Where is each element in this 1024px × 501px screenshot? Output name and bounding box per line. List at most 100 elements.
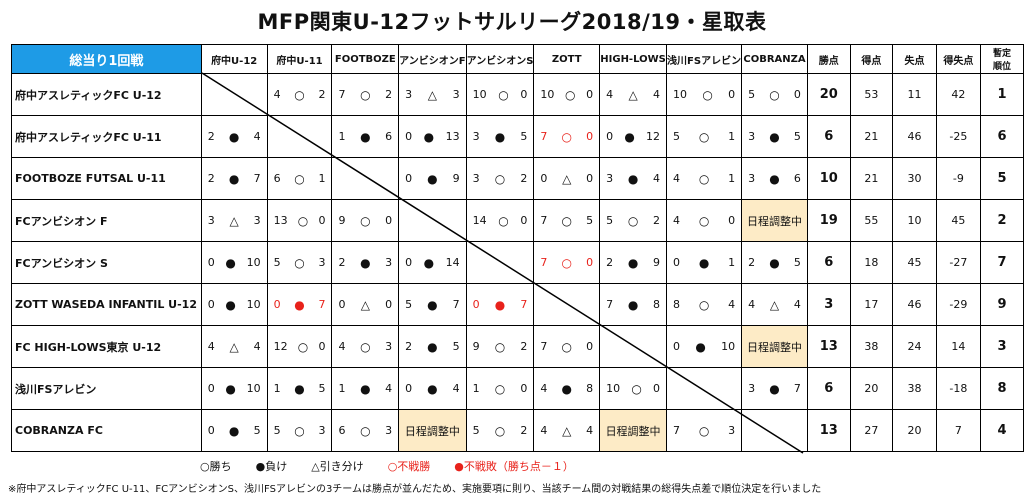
match-result-cell: 4 ○ 0 (666, 199, 743, 242)
goals-against: 0 (520, 382, 528, 395)
goals-against: 1 (728, 172, 736, 185)
goals-against: 8 (653, 298, 661, 311)
self-match-cell (533, 283, 601, 326)
match-score: 0 ● 10 (202, 298, 266, 312)
result-symbol: ● (427, 171, 438, 186)
table-row: 浅川FSアレビン 0 ● 10 1 ● 5 1 ● 4 0 ● 4 1 ○ 0 4 ● 8 10 ○ 0 3 ● 7 6 20 38-… (11, 367, 1024, 410)
self-match-cell (465, 241, 535, 284)
goals-for: 9 (472, 340, 480, 353)
match-result-cell: 2 ● 3 (331, 241, 400, 284)
match-result-cell: 0 ● 13 (398, 115, 467, 158)
result-symbol: ○ (360, 87, 371, 102)
goals-conceded: 46 (892, 115, 937, 158)
goals-against: 4 (385, 382, 393, 395)
match-result-cell: 2 ● 9 (599, 241, 668, 284)
goals-against: 10 (246, 298, 261, 311)
table-row: 府中アスレティックFC U-12 4 ○ 2 7 ○ 2 3 △ 3 10 ○ 0 10 ○ 0 4 △ 4 10 ○ 0… (11, 73, 1024, 116)
provisional-rank: 3 (979, 325, 1024, 368)
header-row: 総当り1回戦 府中U-12 府中U-11 FOOTBOZE アンビシオンF アンビシオンS… (11, 44, 1024, 74)
rank-header: 暫定 順位 (979, 44, 1024, 74)
provisional-rank: 1 (979, 73, 1024, 116)
goals-against: 5 (520, 130, 528, 143)
result-symbol: ○ (561, 339, 572, 354)
points: 6 (806, 115, 851, 158)
goals-conceded: 45 (892, 241, 937, 284)
result-symbol: ○ (565, 87, 576, 102)
pending-label: 日程調整中 (605, 424, 661, 438)
match-result-cell: 6 ○ 1 (266, 157, 333, 200)
match-result-cell: 0 ● 10 (200, 241, 268, 284)
result-symbol: ● (360, 381, 371, 396)
result-symbol: ○ (498, 87, 509, 102)
self-match-cell (599, 325, 668, 368)
pending-match-cell: 日程調整中 (398, 409, 467, 452)
goals-for: 0 (606, 130, 614, 143)
match-result-cell: 4 ● 8 (533, 367, 601, 410)
goals-against: 6 (385, 130, 393, 143)
goals-for: 0 (405, 382, 413, 395)
match-result-cell: 5 ○ 3 (266, 409, 333, 452)
match-score: 2 ● 4 (202, 130, 266, 144)
match-score: 0 ● 1 (668, 256, 741, 270)
goals-against: 1 (728, 130, 736, 143)
goals-for: 2 (748, 256, 756, 269)
goals-for: 7 (338, 88, 346, 101)
goals-against: 2 (520, 172, 528, 185)
goals-for: 7 (540, 130, 548, 143)
goals-against: 3 (385, 424, 393, 437)
match-result-cell: 1 ○ 0 (465, 367, 535, 410)
points: 13 (806, 325, 851, 368)
goals-for: 0 (207, 382, 215, 395)
result-symbol: ● (769, 381, 780, 396)
result-symbol: ○ (698, 297, 710, 312)
points: 20 (806, 73, 851, 116)
result-symbol: ○ (561, 213, 572, 228)
match-result-cell: 5 ○ 0 (741, 73, 808, 116)
table-row: 府中アスレティックFC U-11 2 ● 4 1 ● 6 0 ● 13 3 ● 5 7 ○ 0 0 ● 12 5 ○ 1 3… (11, 115, 1024, 158)
goals-against: 5 (793, 256, 801, 269)
provisional-rank: 2 (979, 199, 1024, 242)
column-header: 浅川FSアレビン (666, 44, 743, 74)
goals-against: 0 (586, 172, 594, 185)
match-result-cell: 3 ● 4 (599, 157, 668, 200)
goals-for: 2 (338, 256, 346, 269)
goals-for: 0 (540, 172, 548, 185)
goal-difference: 7 (935, 409, 981, 452)
goals-for: 7 (673, 424, 681, 437)
match-result-cell: 14 ○ 0 (465, 199, 535, 242)
legend: ○勝ち ●負け △引き分け ○不戦勝 ●不戦敗（勝ち点－１） (200, 458, 574, 474)
goals-against: 4 (728, 298, 736, 311)
match-score: 8 ○ 4 (668, 297, 741, 312)
goals-conceded: 38 (892, 367, 937, 410)
match-result-cell: 2 ● 5 (398, 325, 467, 368)
goals-for: 8 (673, 298, 681, 311)
match-score: 1 ● 6 (333, 130, 398, 144)
match-score: 13 ○ 0 (268, 214, 331, 228)
match-result-cell: 0 ● 14 (398, 241, 467, 284)
team-name: 府中アスレティックFC U-12 (11, 73, 202, 116)
goals-conceded: 24 (892, 325, 937, 368)
goals-for: 0 (207, 298, 215, 311)
points: 19 (806, 199, 851, 242)
column-header: FOOTBOZE (331, 44, 400, 74)
match-score: 1 ○ 0 (467, 382, 533, 396)
goals-for: 3 (748, 172, 756, 185)
result-symbol: ○ (360, 339, 371, 354)
match-score: 4 △ 4 (601, 88, 666, 102)
provisional-rank: 7 (979, 241, 1024, 284)
result-symbol: ○ (294, 423, 305, 438)
match-score: 7 ● 8 (601, 298, 666, 312)
match-score: 3 ○ 2 (467, 172, 533, 186)
points: 13 (806, 409, 851, 452)
match-result-cell: 0 ● 10 (666, 325, 743, 368)
match-result-cell: 4 △ 4 (599, 73, 668, 116)
goals-against: 4 (586, 424, 594, 437)
match-result-cell: 5 ○ 3 (266, 241, 333, 284)
points: 10 (806, 157, 851, 200)
goals-against: 7 (318, 298, 326, 311)
column-header: HIGH-LOWS (599, 44, 668, 74)
goal-difference: -27 (935, 241, 981, 284)
match-score: 2 ● 5 (400, 340, 465, 354)
goals-for: 0 (673, 256, 681, 269)
stat-header: 得点 (849, 44, 894, 74)
